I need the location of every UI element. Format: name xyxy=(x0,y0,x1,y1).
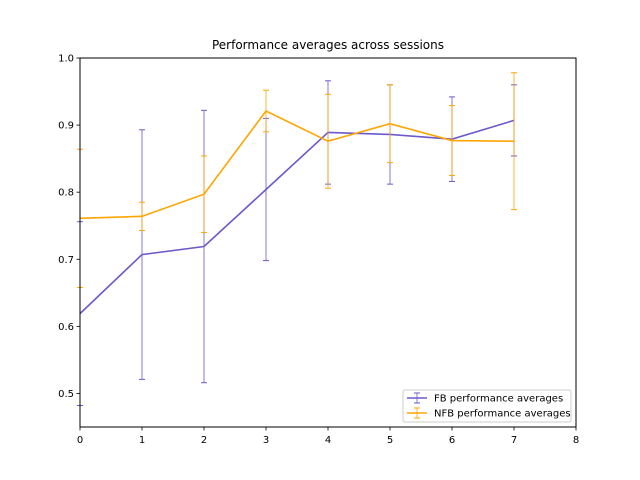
x-tick-label: 4 xyxy=(325,435,331,446)
x-tick-label: 2 xyxy=(201,435,207,446)
x-tick-label: 3 xyxy=(263,435,269,446)
legend-label: NFB performance averages xyxy=(434,409,571,420)
x-tick-label: 5 xyxy=(387,435,393,446)
legend-label: FB performance averages xyxy=(434,394,563,405)
x-tick-label: 8 xyxy=(573,435,579,446)
y-tick-label: 0.8 xyxy=(58,188,74,199)
x-tick-label: 6 xyxy=(449,435,455,446)
y-axis: 0.5 0.6 0.7 0.8 0.9 1.0 xyxy=(58,54,80,400)
plot-frame xyxy=(79,57,577,428)
series-line xyxy=(79,109,515,220)
chart-title: Performance averages across sessions xyxy=(212,38,444,52)
series-2 xyxy=(77,72,517,288)
legend-entry: NFB performance averages xyxy=(407,407,571,420)
legend-box xyxy=(402,389,572,423)
y-tick-label: 0.5 xyxy=(58,389,74,400)
y-tick-label: 1.0 xyxy=(58,54,74,65)
x-axis: 0 1 2 3 4 5 6 7 8 xyxy=(77,427,579,446)
legend-entry: FB performance averages xyxy=(407,392,563,405)
x-tick-label: 7 xyxy=(511,435,517,446)
y-tick-label: 0.9 xyxy=(58,121,74,132)
y-tick-label: 0.7 xyxy=(58,255,74,266)
y-tick-label: 0.6 xyxy=(58,322,74,333)
x-tick-label: 1 xyxy=(139,435,145,446)
x-tick-label: 0 xyxy=(77,435,83,446)
legend: FB performance averages NFB performance a… xyxy=(402,389,572,423)
